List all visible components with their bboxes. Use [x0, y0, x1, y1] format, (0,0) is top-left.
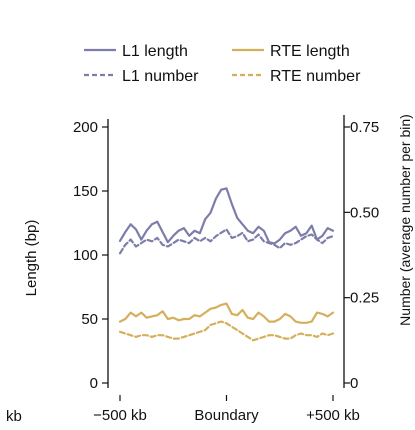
legend-label: L1 length [122, 43, 188, 60]
legend-label: RTE number [270, 68, 361, 85]
left-y-axis-title: Length (bp) [23, 220, 40, 297]
legend: L1 length RTE length L1 number RTE number [84, 43, 361, 85]
right-y-axis: 0 0.25 0.50 0.75 [343, 115, 379, 392]
plot-area [118, 187, 335, 342]
x-tick-label: Boundary [194, 407, 259, 424]
left-y-axis: 0 50 100 150 200 [73, 119, 109, 392]
legend-entry: RTE number [232, 68, 361, 85]
x-tick-label: +500 kb [306, 407, 360, 424]
right-y-tick-label: 0.25 [350, 290, 379, 307]
left-y-tick-label: 200 [73, 119, 98, 136]
right-y-tick-label: 0.75 [350, 119, 379, 136]
left-y-tick-label: 0 [90, 375, 98, 392]
x-tick-label: −500 kb [93, 407, 147, 424]
right-y-axis-title: Number (average number per bin) [397, 114, 413, 326]
rte-number-line [118, 320, 335, 342]
legend-label: RTE length [270, 43, 350, 60]
legend-entry: L1 length [84, 43, 188, 60]
legend-label: L1 number [122, 68, 199, 85]
legend-entry: RTE length [232, 43, 350, 60]
l1-length-line [118, 187, 335, 245]
left-y-tick-label: 50 [81, 311, 98, 328]
left-y-tick-label: 100 [73, 247, 98, 264]
left-y-tick-label: 150 [73, 183, 98, 200]
x-axis-clipped-label: kb [6, 408, 22, 425]
right-y-tick-label: 0 [350, 375, 358, 392]
right-y-tick-label: 0.50 [350, 204, 379, 221]
l1-number-line [118, 228, 335, 255]
legend-entry: L1 number [84, 68, 199, 85]
x-axis: −500 kb Boundary +500 kb [93, 395, 360, 424]
rte-length-line [118, 302, 335, 324]
